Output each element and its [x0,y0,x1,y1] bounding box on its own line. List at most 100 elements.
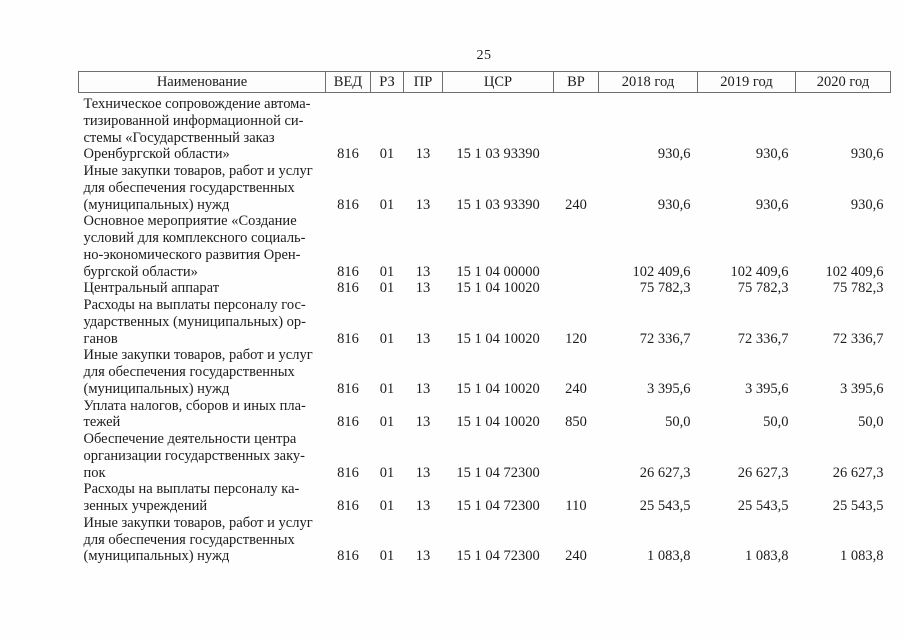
cell-y2018: 72 336,7 [639,330,691,347]
cell-y2019: 72 336,7 [737,330,789,347]
cell-vr: 240 [565,196,587,213]
cell-y2018: 930,6 [657,146,691,163]
cell-rz: 01 [379,330,395,347]
cell-y2019: 75 782,3 [737,280,789,297]
cell-ved: 816 [337,380,359,397]
column-header-vr: ВР [553,71,599,93]
cell-vr [554,280,599,297]
column-header-pr: ПР [403,71,443,93]
cell-y2019: 3 395,6 [745,380,789,397]
cell-vr: 120 [565,330,587,347]
cell-y2018: 3 395,6 [647,380,691,397]
cell-y2018: 25 543,5 [639,498,691,514]
cell-rz: 01 [379,196,395,213]
cell-y2020: 930,6 [850,196,884,213]
cell-y2020: 102 409,6 [825,263,884,280]
cell-vr [554,93,599,164]
cell-y2019: 25 543,5 [737,498,789,514]
cell-y2020: 25 543,5 [832,498,884,514]
cell-csr: 15 1 04 00000 [456,263,540,280]
cell-y2018: 26 627,3 [639,464,691,481]
cell-pr: 13 [415,548,431,565]
table-row: Центральный аппарат 816 01 13 15 1 04 10020 7… [79,280,891,297]
table-header: Наименование ВЕД РЗ ПР ЦСР ВР 2018 год 2019 год… [78,71,891,93]
cell-pr: 13 [415,498,431,514]
cell-csr: 15 1 04 72300 [456,548,540,565]
cell-name: Уплата налогов, сборов и иных пла- тежей [83,397,306,431]
budget-table: Наименование ВЕД РЗ ПР ЦСР ВР 2018 год 2019 год… [78,71,891,565]
cell-y2018: 1 083,8 [647,548,691,565]
cell-pr: 13 [415,196,431,213]
table-row: Иные закупки товаров, работ и услуг для … [79,163,891,213]
cell-csr: 15 1 04 10020 [456,280,540,297]
table-header-row: Наименование ВЕД РЗ ПР ЦСР ВР 2018 год 2019 год… [78,71,891,93]
cell-pr: 13 [415,263,431,280]
cell-ved: 816 [337,146,359,163]
cell-vr: 850 [565,414,587,431]
cell-rz: 01 [379,464,395,481]
cell-pr: 13 [415,380,431,397]
cell-y2018: 930,6 [657,196,691,213]
cell-y2019: 1 083,8 [745,548,789,565]
table-row: Расходы на выплаты персоналу ка- зенных … [79,481,891,515]
table-row: Расходы на выплаты персоналу гос- ударст… [79,297,891,347]
column-header-csr: ЦСР [442,71,554,93]
cell-name: Техническое сопровождение автома- тизиро… [83,96,311,163]
cell-vr: 240 [565,380,587,397]
table-row: Иные закупки товаров, работ и услуг для … [79,515,891,565]
cell-y2019: 930,6 [755,196,789,213]
cell-pr: 13 [415,280,431,297]
cell-vr [554,213,599,280]
table-row: Основное мероприятие «Создание условий д… [79,213,891,280]
cell-csr: 15 1 03 93390 [456,196,540,213]
cell-ved: 816 [337,280,359,297]
cell-rz: 01 [379,380,395,397]
table-row: Техническое сопровождение автома- тизиро… [79,93,891,164]
cell-vr: 240 [565,548,587,565]
cell-rz: 01 [379,498,395,514]
cell-y2018: 50,0 [665,414,691,431]
cell-name: Иные закупки товаров, работ и услуг для … [83,347,313,397]
column-header-y2020: 2020 год [795,71,891,93]
cell-name: Расходы на выплаты персоналу гос- ударст… [83,297,307,347]
cell-name: Обеспечение деятельности центра организа… [83,431,306,481]
cell-name: Основное мероприятие «Создание условий д… [83,213,306,280]
table-row: Уплата налогов, сборов и иных пла- тежей… [79,398,891,432]
cell-pr: 13 [415,146,431,163]
cell-name: Иные закупки товаров, работ и услуг для … [83,514,313,565]
cell-y2020: 3 395,6 [840,380,884,397]
cell-rz: 01 [379,280,395,297]
cell-csr: 15 1 04 10020 [456,414,540,431]
cell-vr: 110 [565,498,587,514]
cell-y2020: 75 782,3 [832,280,884,297]
cell-y2019: 930,6 [755,146,789,163]
column-header-y2019: 2019 год [697,71,796,93]
cell-pr: 13 [415,330,431,347]
cell-y2019: 50,0 [763,414,789,431]
cell-ved: 816 [337,330,359,347]
cell-ved: 816 [337,414,359,431]
cell-pr: 13 [415,464,431,481]
cell-name: Центральный аппарат [83,280,220,297]
cell-csr: 15 1 04 10020 [456,380,540,397]
cell-y2020: 1 083,8 [840,548,884,565]
cell-csr: 15 1 03 93390 [456,146,540,163]
cell-rz: 01 [379,548,395,565]
cell-ved: 816 [337,196,359,213]
column-header-rz: РЗ [370,71,404,93]
page-number: 25 [476,48,492,63]
cell-ved: 816 [337,498,359,514]
cell-vr [554,431,599,481]
cell-y2020: 72 336,7 [832,330,884,347]
cell-y2019: 102 409,6 [730,263,789,280]
cell-name: Иные закупки товаров, работ и услуг для … [83,163,313,213]
cell-y2020: 50,0 [858,414,884,431]
cell-y2018: 102 409,6 [632,263,691,280]
cell-name: Расходы на выплаты персоналу ка- зенных … [83,481,300,514]
table-row: Иные закупки товаров, работ и услуг для … [79,347,891,397]
cell-csr: 15 1 04 72300 [456,498,540,514]
cell-rz: 01 [379,414,395,431]
cell-y2020: 930,6 [850,146,884,163]
cell-y2019: 26 627,3 [737,464,789,481]
